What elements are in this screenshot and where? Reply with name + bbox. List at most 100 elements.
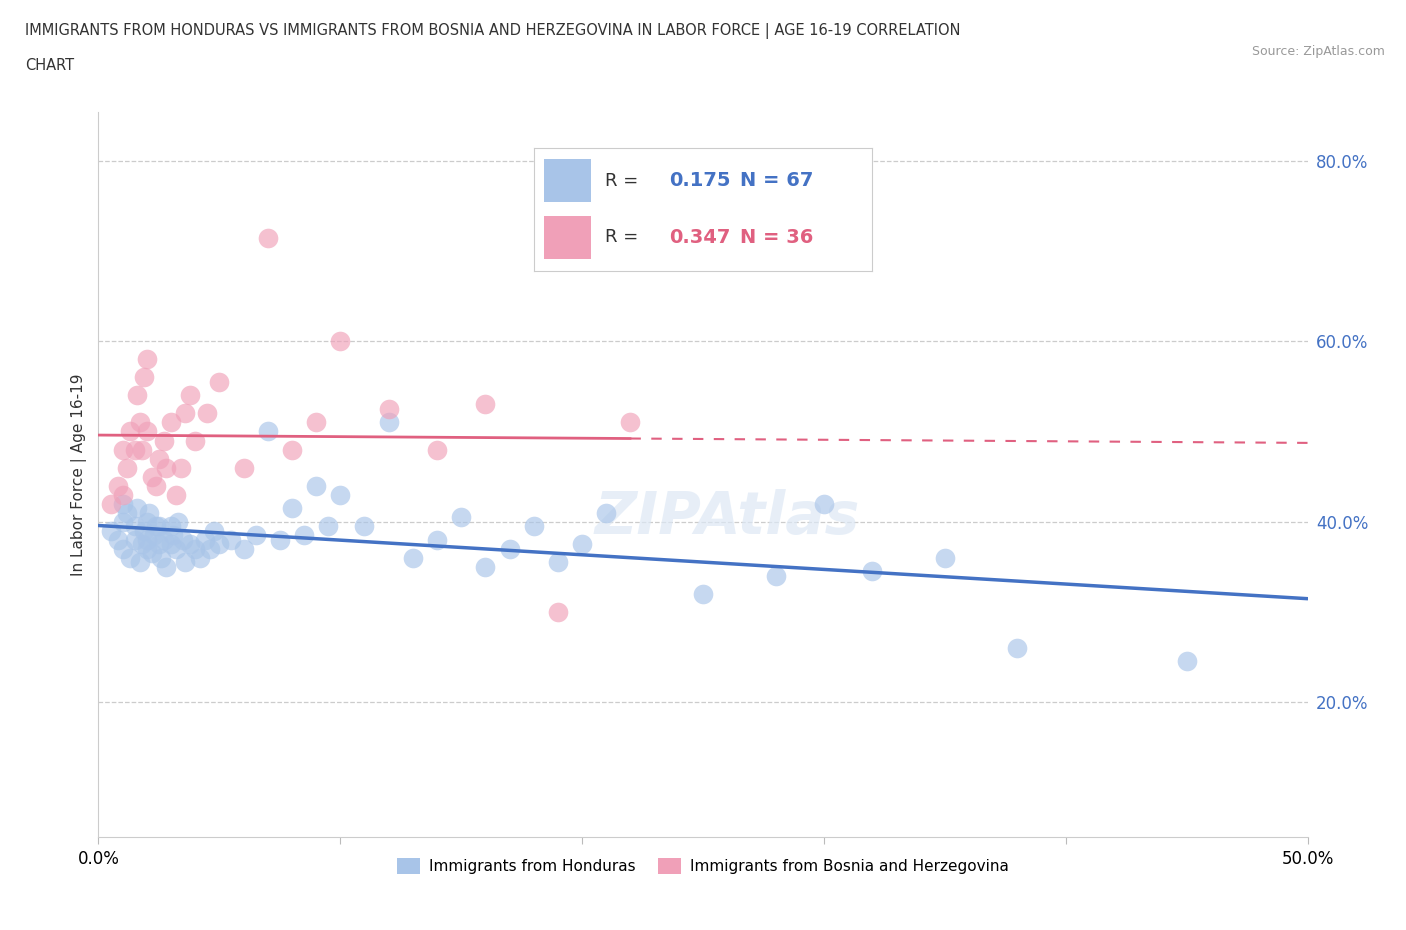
Point (813, 496, 835, 511)
Point (498, 541, 520, 556)
Point (316, 519, 339, 534)
Point (155, 559, 177, 574)
Point (256, 424, 278, 439)
Point (860, 564, 883, 578)
Point (150, 551, 173, 565)
Point (281, 442, 304, 457)
Point (169, 460, 191, 475)
Point (134, 370, 156, 385)
Point (474, 559, 496, 574)
Point (107, 478, 129, 493)
Point (135, 541, 157, 556)
Point (160, 415, 183, 430)
Point (245, 527, 267, 542)
Point (145, 519, 167, 534)
Point (281, 500, 304, 515)
Point (934, 551, 956, 565)
Point (167, 514, 190, 529)
Point (111, 442, 134, 457)
Point (152, 433, 174, 448)
Point (117, 460, 139, 475)
Point (118, 551, 141, 565)
Point (174, 406, 197, 421)
Point (208, 375, 231, 390)
Y-axis label: In Labor Force | Age 16-19: In Labor Force | Age 16-19 (72, 373, 87, 576)
Point (111, 487, 134, 502)
Point (131, 537, 153, 551)
Point (143, 527, 166, 542)
Point (292, 527, 315, 542)
Point (162, 527, 184, 542)
Point (141, 546, 163, 561)
Point (148, 519, 170, 534)
Point (619, 415, 641, 430)
Point (402, 551, 425, 565)
Point (195, 406, 218, 421)
Point (1175, 654, 1198, 669)
Point (595, 505, 617, 520)
Point (118, 424, 141, 439)
Point (329, 487, 352, 502)
Text: IMMIGRANTS FROM HONDURAS VS IMMIGRANTS FROM BOSNIA AND HERZEGOVINA IN LABOR FORC: IMMIGRANTS FROM HONDURAS VS IMMIGRANTS F… (25, 23, 960, 39)
Point (221, 532, 243, 547)
Point (194, 532, 217, 547)
Point (426, 442, 449, 457)
Point (174, 554, 197, 569)
Point (127, 500, 149, 515)
Point (269, 532, 291, 547)
Point (131, 442, 153, 457)
Point (128, 554, 150, 569)
Point (547, 554, 569, 569)
Point (232, 541, 254, 556)
Point (111, 514, 134, 529)
Point (134, 524, 156, 538)
Text: CHART: CHART (25, 58, 75, 73)
Point (450, 510, 472, 525)
Legend: Immigrants from Honduras, Immigrants from Bosnia and Herzegovina: Immigrants from Honduras, Immigrants fro… (391, 852, 1015, 880)
Point (107, 532, 129, 547)
Point (135, 352, 157, 366)
Point (135, 532, 157, 547)
Point (135, 514, 157, 529)
Point (165, 487, 187, 502)
Text: ZIPAtlas: ZIPAtlas (595, 489, 860, 546)
Point (128, 415, 150, 430)
Point (426, 532, 449, 547)
Point (111, 496, 134, 511)
Point (179, 388, 201, 403)
Point (155, 460, 177, 475)
Point (141, 469, 163, 484)
Point (172, 532, 194, 547)
Point (256, 231, 278, 246)
Point (571, 537, 593, 551)
Point (145, 478, 167, 493)
Point (124, 519, 146, 534)
Point (160, 519, 183, 534)
Point (148, 537, 170, 551)
Point (232, 460, 254, 475)
Point (305, 478, 328, 493)
Point (124, 532, 146, 547)
Point (100, 496, 122, 511)
Point (148, 451, 170, 466)
Point (547, 604, 569, 619)
Point (138, 505, 160, 520)
Point (184, 433, 207, 448)
Point (208, 537, 231, 551)
Point (117, 505, 139, 520)
Point (1007, 641, 1029, 656)
Point (135, 424, 157, 439)
Point (124, 442, 146, 457)
Point (474, 397, 496, 412)
Point (179, 537, 201, 551)
Point (377, 415, 399, 430)
Point (204, 524, 226, 538)
Point (329, 334, 352, 349)
Point (152, 532, 174, 547)
Point (377, 402, 399, 417)
Text: Source: ZipAtlas.com: Source: ZipAtlas.com (1251, 45, 1385, 58)
Point (188, 551, 211, 565)
Point (165, 541, 187, 556)
Point (111, 541, 134, 556)
Point (765, 568, 787, 583)
